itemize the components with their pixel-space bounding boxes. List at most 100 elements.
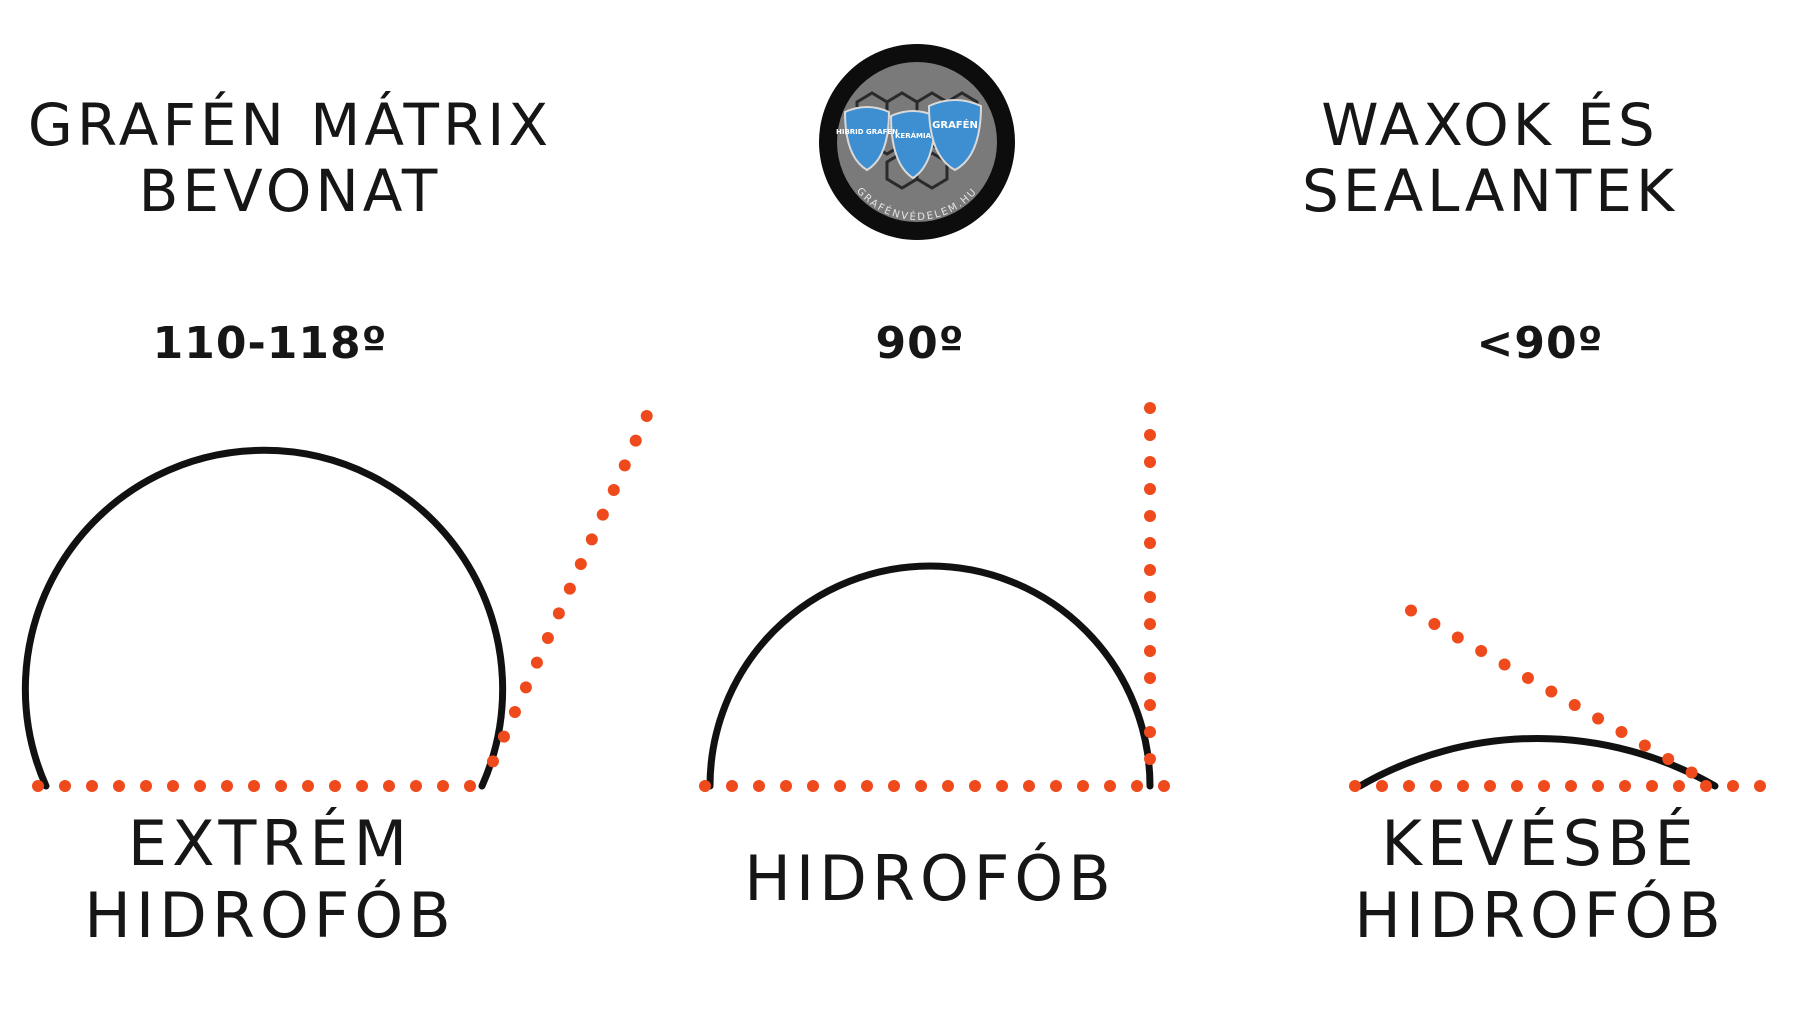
panel-1-tangent-dot xyxy=(541,632,554,645)
panel-2-baseline-dot xyxy=(996,780,1008,792)
panel-2-label: HIDROFÓB xyxy=(680,843,1180,915)
panel-3-title-line-2: SEALANTEK xyxy=(1302,157,1678,225)
panel-1-baseline-dot xyxy=(32,780,44,792)
panel-1-baseline-dot xyxy=(302,780,314,792)
panel-1-tangent-dot xyxy=(574,558,587,571)
panel-1-baseline-dot xyxy=(356,780,368,792)
panel-3-tangent-dot xyxy=(1428,618,1441,630)
panel-1-baseline-dot xyxy=(86,780,98,792)
panel-2-tangent-dot xyxy=(1144,429,1156,441)
grafenvedelem-logo: HIBRID GRAFÉN KERÁMIA GRAFÉN GRAFÉNVÉDEL… xyxy=(819,44,1015,240)
panel-2-baseline-dot xyxy=(780,780,792,792)
panel-1-tangent-dot xyxy=(552,607,565,620)
panel-2-tangent-dot xyxy=(1144,726,1156,738)
panel-2-tangent-dot xyxy=(1144,591,1156,603)
panel-1-tangent-dot xyxy=(519,681,532,694)
panel-3-baseline-dot xyxy=(1565,780,1577,792)
panel-2-tangent-dot xyxy=(1144,483,1156,495)
shield-label-2: KERÁMIA xyxy=(895,131,932,140)
panel-3-baseline-dot xyxy=(1457,780,1469,792)
panel-2-baseline-dot xyxy=(1077,780,1089,792)
panel-3-baseline-dot xyxy=(1430,780,1442,792)
panel-1-tangent-dot xyxy=(497,730,510,743)
panel-2-baseline-dot xyxy=(807,780,819,792)
panel-1-tangent-dot xyxy=(585,533,598,546)
panel-3-tangent-dot xyxy=(1545,685,1558,698)
panel-2-baseline-dot xyxy=(726,780,738,792)
panel-1-tangent-dot xyxy=(530,656,543,669)
panel-1-tangent-dot xyxy=(596,508,609,521)
shield-label-3: GRAFÉN xyxy=(932,118,978,131)
panel-3-baseline-dot xyxy=(1727,780,1739,792)
panel-2-baseline-dot xyxy=(942,780,954,792)
panel-3-baseline-dot xyxy=(1619,780,1631,792)
panel-1-title-line-1: GRAFÉN MÁTRIX xyxy=(27,91,553,159)
panel-1-baseline-dot xyxy=(383,780,395,792)
panel-3-baseline-dot xyxy=(1592,780,1604,792)
panel-3-droplet xyxy=(1356,734,1719,790)
panel-1-baseline-dot xyxy=(410,780,422,792)
panel-1-baseline-dot xyxy=(113,780,125,792)
panel-2-angle: 90º xyxy=(875,318,965,369)
panel-1-label-line-1: EXTRÉM xyxy=(127,807,413,880)
panel-3-label: KEVÉSBÉ HIDROFÓB xyxy=(1300,808,1780,952)
panel-1-tangent-dot xyxy=(607,484,620,497)
panel-3-tangent-dot xyxy=(1592,712,1605,725)
panel-1-baseline-dot xyxy=(167,780,179,792)
panel-1-baseline-dot xyxy=(329,780,341,792)
panel-1-baseline-dot xyxy=(140,780,152,792)
panel-1-tangent-dot xyxy=(508,706,521,719)
panel-2-baseline-dot xyxy=(861,780,873,792)
panel-2-tangent-dot xyxy=(1144,510,1156,522)
panel-3-tangent-dot xyxy=(1638,739,1651,752)
panel-1-tangent-dot xyxy=(618,459,631,472)
panel-1-tangent-dot xyxy=(640,410,653,423)
panel-3-tangent-dot xyxy=(1662,753,1675,765)
panel-3-tangent-dot xyxy=(1568,699,1581,711)
panel-3-baseline-dot xyxy=(1754,780,1766,792)
panel-1-tangent-dot xyxy=(486,755,499,768)
panel-3-tangent-dot xyxy=(1521,672,1534,684)
shield-label-1: HIBRID GRAFÉN xyxy=(836,127,898,136)
panel-2-tangent-dot xyxy=(1144,537,1156,549)
panel-2-baseline-dot xyxy=(888,780,900,792)
panel-3-tangent-dot xyxy=(1405,604,1418,617)
panel-2-tangent-dot xyxy=(1144,699,1156,711)
panel-3-baseline-dot xyxy=(1376,780,1388,792)
panel-1-baseline-dot xyxy=(437,780,449,792)
panel-3-baseline-dot xyxy=(1511,780,1523,792)
panel-1-angle: 110-118º xyxy=(152,318,388,369)
panel-2-baseline-dot xyxy=(753,780,765,792)
panel-1-title-line-2: BEVONAT xyxy=(138,157,442,225)
panel-2-baseline-dot xyxy=(699,780,711,792)
panel-2-tangent-dot xyxy=(1144,564,1156,576)
panel-1-tangent-dot xyxy=(629,434,642,447)
shield-icon-hibrid-grafen xyxy=(843,105,891,172)
shield-icon-grafen xyxy=(927,98,983,172)
panel-3-baseline-dot xyxy=(1349,780,1361,792)
panel-2-baseline-dot xyxy=(1104,780,1116,792)
panel-1-label-line-2: HIDROFÓB xyxy=(84,879,456,952)
panel-3-baseline-dot xyxy=(1403,780,1415,792)
panel-3-tangent-dot xyxy=(1451,631,1464,644)
panel-1-baseline-dot xyxy=(248,780,260,792)
panel-2-tangent-dot xyxy=(1144,645,1156,657)
panel-2-tangent-dot xyxy=(1144,672,1156,684)
panel-3-baseline-dot xyxy=(1538,780,1550,792)
panel-1-label: EXTRÉM HIDROFÓB xyxy=(30,808,510,952)
panel-3-title-line-1: WAXOK ÉS xyxy=(1321,91,1659,159)
panel-3-label-line-2: HIDROFÓB xyxy=(1354,879,1726,952)
panel-1-baseline-dot xyxy=(221,780,233,792)
panel-1-baseline-dot xyxy=(59,780,71,792)
panel-2-baseline-dot xyxy=(915,780,927,792)
panel-1-baseline-dot xyxy=(464,780,476,792)
panel-2-baseline-dot xyxy=(1158,780,1170,792)
panel-3-baseline-dot xyxy=(1484,780,1496,792)
panel-2-label-line-1: HIDROFÓB xyxy=(744,842,1116,915)
panel-1-title: GRAFÉN MÁTRIX BEVONAT xyxy=(20,92,560,224)
panel-2-tangent-dot xyxy=(1144,456,1156,468)
panel-3-title: WAXOK ÉS SEALANTEK xyxy=(1270,92,1710,224)
panel-3-baseline-dot xyxy=(1646,780,1658,792)
panel-1-droplet xyxy=(21,446,507,790)
